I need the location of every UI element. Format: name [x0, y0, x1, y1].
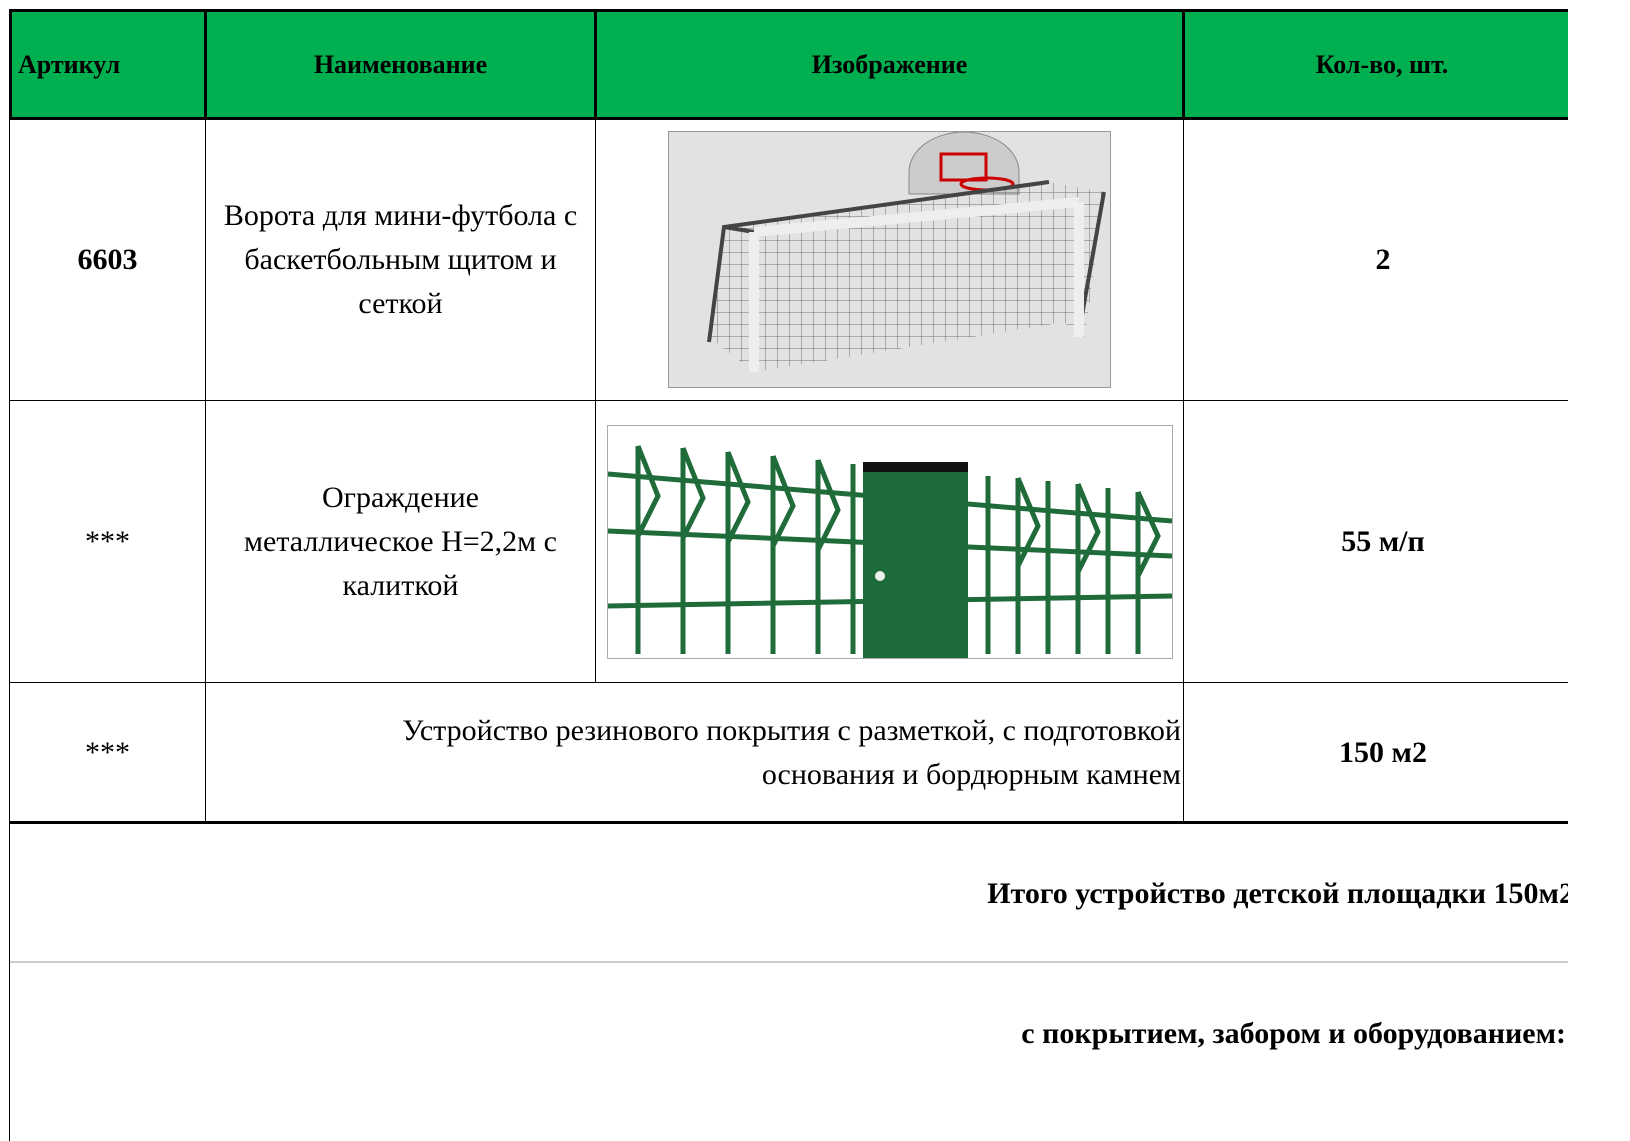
total-line: с покрытием, забором и оборудованием:: [1021, 1017, 1566, 1050]
header-cell: Наименование: [204, 9, 597, 120]
image-cell: [595, 400, 1184, 683]
header-cell: Изображение: [594, 9, 1185, 120]
image-cell: [595, 118, 1184, 401]
qty-cell: 55 м/п: [1183, 400, 1568, 683]
name-cell: Ограждение металлическое Н=2,2м с калитк…: [205, 400, 596, 683]
header-cell: Кол-во, шт.: [1182, 9, 1568, 120]
goal-image: [668, 131, 1111, 388]
total-row: [9, 962, 1568, 1141]
fence-image: [606, 424, 1173, 659]
name-cell: Устройство резинового покрытия с разметк…: [205, 682, 1184, 823]
article-cell: ***: [9, 682, 206, 823]
header-cell: Артикул: [9, 9, 207, 120]
total-line: Итого устройство детской площадки 150м2: [987, 877, 1568, 910]
qty-cell: 150 м2: [1183, 682, 1568, 823]
qty-cell: 2: [1183, 118, 1568, 401]
article-cell: 6603: [9, 118, 206, 401]
name-cell: Ворота для мини-футбола с баскетбольным …: [205, 118, 596, 401]
sheet: Артикул Наименование Изображение Кол-во,…: [9, 9, 1568, 1141]
total-row: [9, 821, 1568, 963]
article-cell: ***: [9, 400, 206, 683]
